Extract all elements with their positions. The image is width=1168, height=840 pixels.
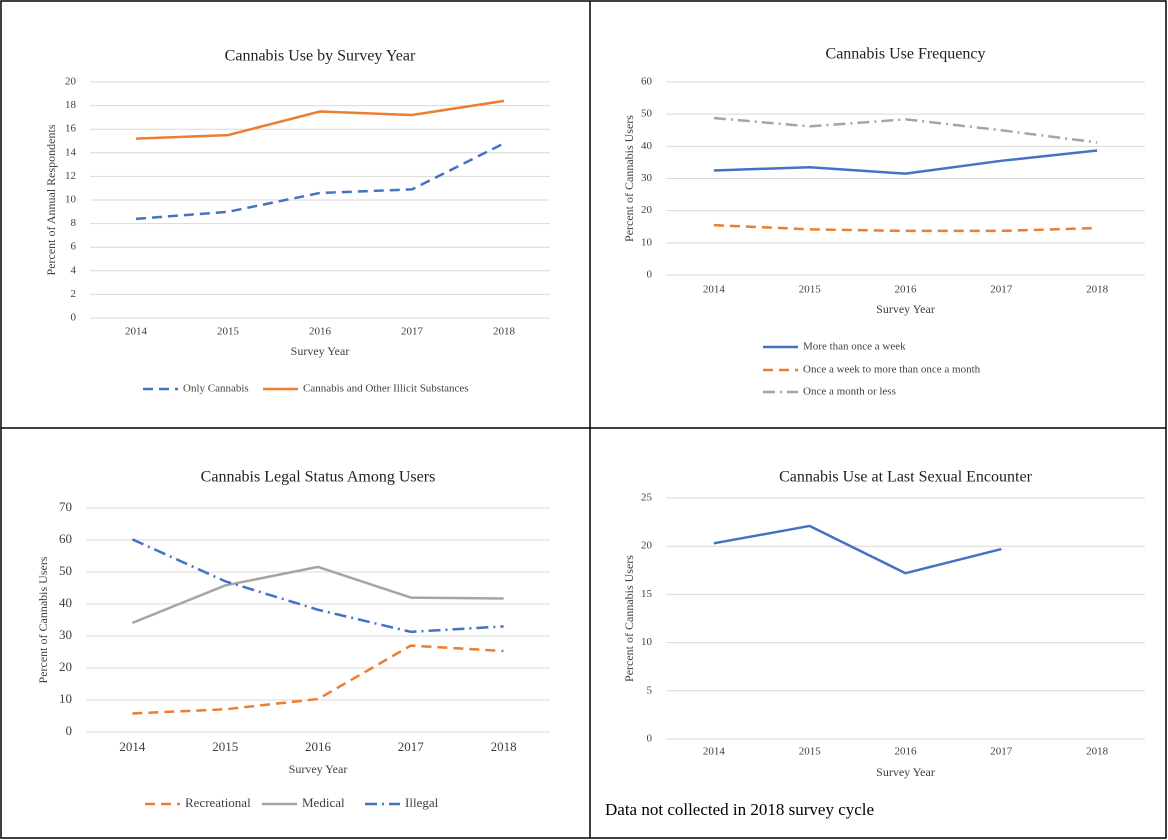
x-tick-label: 2016 [895,746,918,758]
y-tick-label: 60 [59,531,72,546]
chart-title: Cannabis Legal Status Among Users [201,469,436,486]
x-tick-label: 2017 [398,739,425,754]
series-line [135,99,505,140]
x-axis-label: Survey Year [289,762,348,776]
series-line [131,538,504,634]
note: Data not collected in 2018 survey cycle [605,800,874,819]
y-axis-label: Percent of Annual Respondents [44,124,58,275]
series-line [131,565,504,625]
y-tick-label: 40 [641,140,653,152]
y-tick-label: 6 [71,241,77,253]
x-tick-label: 2014 [119,739,146,754]
legend-label: Once a month or less [803,386,896,398]
x-tick-label: 2017 [990,746,1013,758]
legend-label: Recreational [185,795,251,810]
series-line [713,524,1002,575]
y-tick-label: 10 [641,236,653,248]
x-tick-label: 2017 [990,284,1013,296]
x-tick-label: 2014 [125,326,148,338]
y-tick-label: 40 [59,595,72,610]
legend-label: Medical [302,795,345,810]
y-tick-label: 0 [647,269,653,281]
x-tick-label: 2016 [305,739,332,754]
y-tick-label: 20 [65,76,77,88]
y-axis-label: Percent of Cannabis Users [36,556,50,683]
x-axis-label: Survey Year [876,302,935,316]
y-tick-label: 30 [59,627,72,642]
series-line [713,223,1098,233]
y-tick-label: 25 [641,492,653,504]
y-axis-label: Percent of Cannabis Users [622,555,636,682]
legend-label: Once a week to more than once a month [803,364,981,376]
x-axis-label: Survey Year [291,344,350,358]
x-tick-label: 2015 [212,739,238,754]
x-tick-label: 2018 [493,326,516,338]
y-tick-label: 10 [59,691,72,706]
x-tick-label: 2015 [217,326,240,338]
y-tick-label: 8 [71,217,77,229]
y-tick-label: 0 [66,723,73,738]
y-tick-label: 0 [647,733,653,745]
y-tick-label: 5 [647,684,653,696]
series-line [132,644,504,715]
legend-label: Cannabis and Other Illicit Substances [303,383,469,395]
y-axis-label: Percent of Cannabis Users [622,115,636,242]
x-tick-label: 2014 [703,284,726,296]
x-tick-label: 2018 [1086,284,1109,296]
y-tick-label: 20 [641,204,653,216]
chart: 0 10 20 30 40 50 60 2014 2015 2016 2017 2018 Cannabi… [622,46,1145,398]
x-tick-label: 2018 [491,739,517,754]
x-tick-label: 2016 [309,326,332,338]
x-tick-label: 2017 [401,326,424,338]
x-axis-label: Survey Year [876,765,935,779]
x-tick-label: 2015 [799,284,822,296]
y-tick-label: 50 [641,108,653,120]
legend-label: More than once a week [803,341,906,353]
y-tick-label: 10 [65,194,77,206]
y-tick-label: 15 [641,588,653,600]
legend-label: Illegal [405,795,439,810]
series-line [713,149,1098,175]
chart: 0 10 20 30 40 50 60 70 2014 2015 2016 2017 2018 Canna… [36,469,550,810]
y-tick-label: 18 [65,99,77,111]
y-tick-label: 30 [641,172,653,184]
x-tick-label: 2015 [799,746,822,758]
y-tick-label: 14 [65,146,77,158]
y-tick-label: 16 [65,123,77,135]
y-tick-label: 2 [71,288,77,300]
legend-label: Only Cannabis [183,383,249,395]
x-tick-label: 2014 [703,746,726,758]
x-tick-label: 2018 [1086,746,1109,758]
y-tick-label: 50 [59,563,72,578]
x-tick-label: 2016 [895,284,918,296]
chart-title: Cannabis Use Frequency [826,46,986,63]
series-line [713,116,1098,144]
chart-title: Cannabis Use at Last Sexual Encounter [779,469,1032,486]
y-tick-label: 70 [59,499,72,514]
y-tick-label: 20 [641,540,653,552]
chart: 0 2 4 6 8 10 12 14 16 18 20 2014 2015 2016 2017 2018 Can… [44,48,550,395]
chart-title: Cannabis Use by Survey Year [225,48,416,65]
y-tick-label: 20 [59,659,72,674]
y-tick-label: 12 [65,170,76,182]
series-line [135,142,505,221]
y-tick-label: 0 [71,312,77,324]
chart: 0 5 10 15 20 25 2014 2015 2016 2017 2018 Cannabis U… [605,469,1145,819]
y-tick-label: 10 [641,636,653,648]
y-tick-label: 60 [641,76,653,88]
y-tick-label: 4 [71,264,77,276]
